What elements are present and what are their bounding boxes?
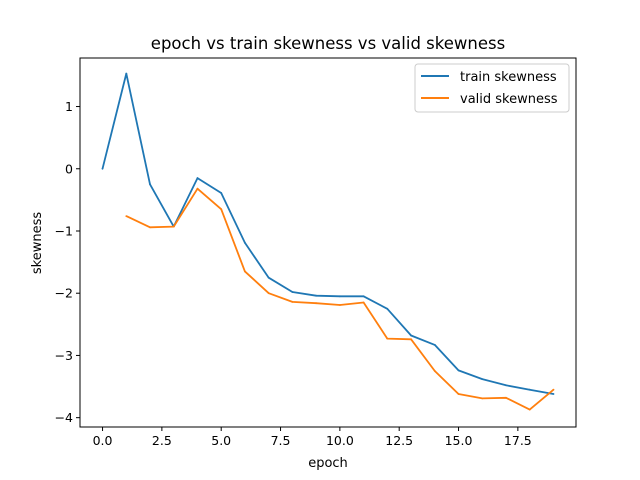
data-point-valid-skewness — [481, 397, 484, 400]
series-line-train-skewness — [101, 72, 554, 395]
y-tick-label: −2 — [55, 286, 73, 301]
y-tick-label: −4 — [55, 410, 73, 425]
data-point-valid-skewness — [172, 225, 175, 228]
data-point-valid-skewness — [267, 292, 270, 295]
data-point-valid-skewness — [505, 396, 507, 399]
data-point-valid-skewness — [433, 370, 436, 372]
data-point-train-skewness — [552, 393, 555, 395]
plot-area — [101, 72, 555, 411]
data-point-valid-skewness — [315, 302, 317, 305]
data-point-train-skewness — [315, 294, 317, 297]
data-point-train-skewness — [528, 388, 531, 391]
x-tick-label: 17.5 — [504, 433, 532, 448]
data-point-train-skewness — [362, 295, 365, 298]
y-axis-label: skewness — [30, 212, 45, 274]
x-axis-label: epoch — [308, 456, 348, 471]
y-tick-label: 0 — [65, 161, 73, 176]
x-tick-label: 10.0 — [326, 433, 354, 448]
data-point-train-skewness — [101, 167, 104, 170]
data-point-train-skewness — [433, 344, 436, 346]
x-tick-label: 15.0 — [445, 433, 473, 448]
data-point-valid-skewness — [220, 208, 223, 211]
data-point-valid-skewness — [410, 338, 412, 341]
data-point-valid-skewness — [552, 388, 555, 391]
chart-title: epoch vs train skewness vs valid skewnes… — [151, 34, 505, 53]
legend-box — [414, 63, 570, 113]
data-point-train-skewness — [457, 369, 460, 372]
legend: train skewness valid skewness — [414, 63, 570, 113]
data-point-train-skewness — [267, 276, 270, 279]
data-point-valid-skewness — [386, 337, 389, 340]
data-point-valid-skewness — [291, 301, 294, 303]
data-point-valid-skewness — [339, 304, 341, 306]
data-point-train-skewness — [220, 192, 223, 194]
x-tick-label: 2.5 — [152, 433, 172, 448]
data-point-valid-skewness — [457, 393, 460, 395]
data-point-valid-skewness — [244, 270, 246, 273]
axis-ticks: 0.0 2.5 5.0 7.5 10.0 12.5 15.0 17.5 −4 −3 −2 −1 0 1 — [55, 99, 532, 448]
legend-label-valid-skewness: valid skewness — [460, 92, 558, 107]
data-point-valid-skewness — [149, 226, 151, 229]
data-point-train-skewness — [505, 384, 507, 387]
data-point-valid-skewness — [362, 301, 365, 304]
axes-frame — [79, 57, 577, 428]
data-point-train-skewness — [410, 334, 412, 337]
data-point-train-skewness — [339, 295, 341, 298]
data-point-train-skewness — [125, 72, 128, 75]
data-point-valid-skewness — [528, 408, 531, 411]
data-point-train-skewness — [196, 177, 199, 180]
data-point-train-skewness — [481, 378, 484, 380]
x-tick-label: 12.5 — [385, 433, 413, 448]
x-tick-label: 5.0 — [211, 433, 231, 448]
legend-label-train-skewness: train skewness — [460, 70, 557, 85]
data-point-train-skewness — [149, 183, 151, 186]
data-point-train-skewness — [244, 241, 246, 244]
y-tick-label: 1 — [65, 99, 73, 114]
x-tick-label: 7.5 — [271, 433, 291, 448]
data-point-train-skewness — [291, 291, 294, 293]
data-point-valid-skewness — [196, 187, 199, 190]
y-tick-label: −1 — [55, 223, 73, 238]
data-point-valid-skewness — [125, 215, 128, 218]
y-tick-label: −3 — [55, 348, 73, 363]
x-tick-label: 0.0 — [93, 433, 113, 448]
data-point-train-skewness — [386, 307, 389, 310]
